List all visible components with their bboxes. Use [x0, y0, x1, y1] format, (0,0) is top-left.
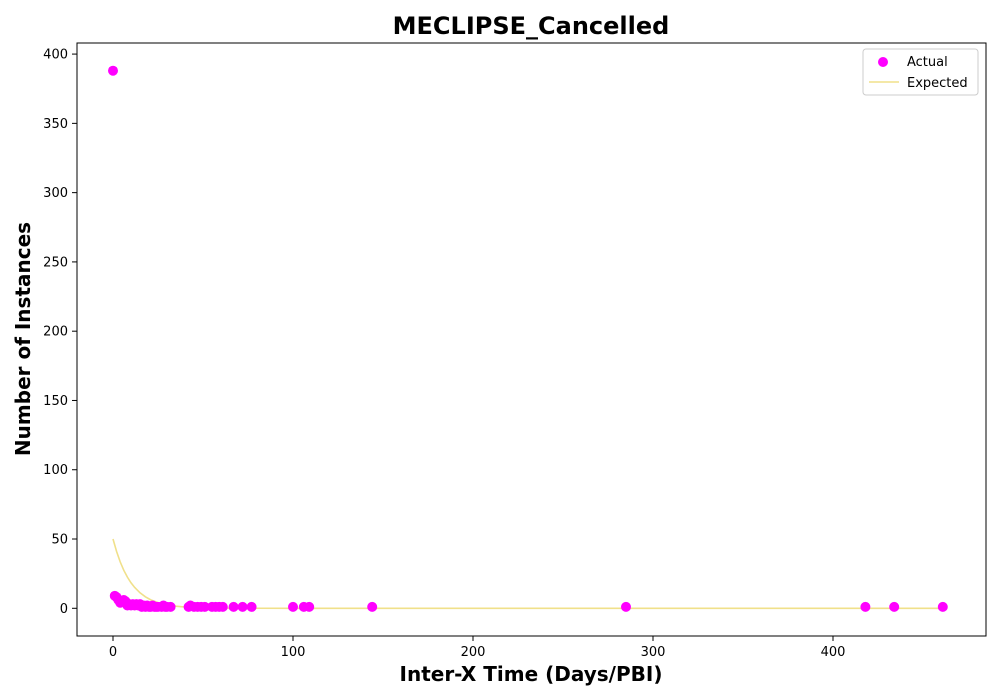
axes-frame [76, 42, 987, 637]
y-tick-label: 200 [43, 325, 68, 340]
legend-actual-label: Actual [907, 55, 948, 70]
actual-point [108, 65, 118, 76]
y-tick-label: 150 [43, 394, 68, 409]
actual-point [304, 601, 315, 612]
actual-point [288, 601, 298, 612]
actual-point [246, 601, 257, 612]
legend: Actual Expected [862, 48, 979, 96]
x-axis-label: Inter-X Time (Days/PBI) [400, 662, 663, 686]
y-axis-label: Number of Instances [11, 222, 35, 456]
legend-actual-marker [878, 57, 888, 67]
expected-line [112, 538, 943, 610]
x-tick-label: 300 [641, 645, 666, 660]
actual-point [199, 601, 210, 612]
y-tick-label: 250 [43, 255, 68, 270]
y-tick-label: 350 [43, 117, 68, 132]
actual-point [889, 601, 900, 612]
actual-point [937, 601, 948, 612]
x-tick-label: 400 [821, 645, 846, 660]
actual-point [860, 601, 871, 612]
y-tick-label: 400 [43, 48, 68, 63]
actual-point [228, 601, 239, 612]
legend-box [862, 48, 979, 96]
actual-point [165, 601, 176, 612]
x-tick-label: 0 [109, 645, 117, 660]
axis-ticks: 0 100 200 300 400 0 50 100 150 200 250 300 350 400 [43, 48, 845, 660]
y-tick-label: 50 [51, 533, 68, 548]
y-tick-label: 0 [60, 602, 68, 617]
actual-point [621, 601, 631, 612]
actual-point [237, 601, 248, 612]
plot-area [76, 42, 987, 637]
y-tick-label: 300 [43, 186, 68, 201]
actual-point [217, 601, 228, 612]
chart-title: MECLIPSE_Cancelled [393, 12, 670, 40]
x-tick-label: 100 [281, 645, 306, 660]
y-tick-label: 100 [43, 463, 68, 478]
actual-point [367, 601, 378, 612]
x-tick-label: 200 [461, 645, 486, 660]
legend-expected-label: Expected [907, 76, 968, 91]
